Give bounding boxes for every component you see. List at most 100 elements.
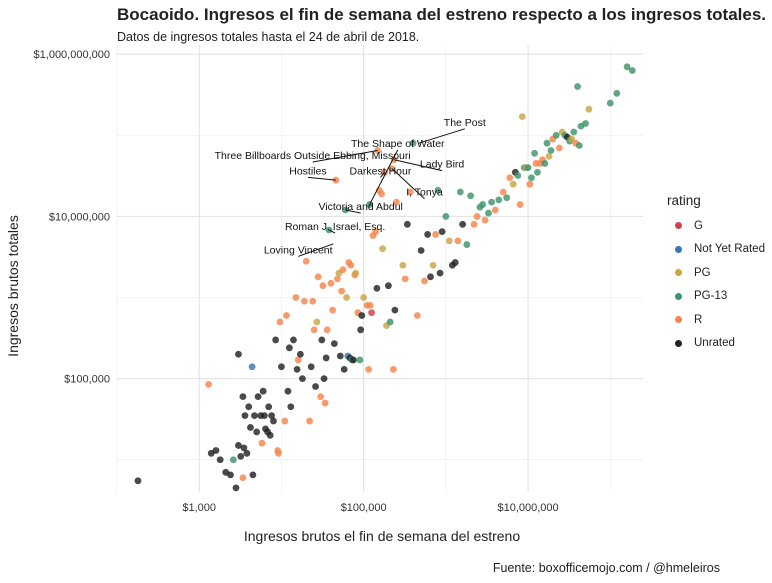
data-point <box>392 198 400 206</box>
data-point <box>378 190 385 198</box>
data-point <box>283 312 290 319</box>
data-point <box>456 188 464 196</box>
data-point <box>334 275 341 283</box>
y-tick-label: $1,000,000,000 <box>34 49 110 61</box>
annotation-leader <box>298 243 334 257</box>
data-point <box>485 209 492 217</box>
data-point <box>379 245 386 253</box>
axes: $1,000 $100,000 $10,000,000 $100,000 $10,000… <box>34 49 559 514</box>
data-point <box>503 194 511 202</box>
data-point <box>454 237 462 245</box>
data-point <box>473 213 481 220</box>
data-point <box>499 188 507 196</box>
data-point <box>467 192 475 200</box>
data-point <box>251 412 258 420</box>
legend-label: PG-13 <box>694 290 728 303</box>
annotation-leader <box>394 159 443 172</box>
data-point <box>317 393 325 401</box>
data-point <box>436 269 444 277</box>
data-point <box>575 142 583 149</box>
x-tick-label: $10,000,000 <box>497 502 558 514</box>
legend: rating G Not Yet Rated PG PG-13 R Unrated <box>667 193 765 355</box>
data-point <box>417 247 425 254</box>
data-point <box>470 220 478 228</box>
legend-swatch <box>675 245 682 253</box>
data-point <box>528 174 535 182</box>
data-point <box>340 365 348 373</box>
data-point <box>347 261 355 269</box>
data-point <box>545 152 553 160</box>
legend-title: rating <box>667 193 701 208</box>
data-point <box>258 439 266 447</box>
data-point <box>253 428 261 436</box>
data-point <box>582 120 589 127</box>
data-point <box>232 484 240 492</box>
data-point <box>352 269 360 277</box>
data-point <box>360 294 368 301</box>
legend-label: G <box>694 219 703 232</box>
data-point <box>336 352 344 360</box>
data-point <box>212 447 220 454</box>
data-point <box>459 220 467 228</box>
data-point <box>254 393 262 401</box>
data-point <box>268 412 276 420</box>
legend-label: R <box>694 313 703 326</box>
data-point <box>516 201 524 208</box>
annotation-label: Hostiles <box>289 165 326 177</box>
data-point <box>134 477 142 485</box>
legend-swatch <box>675 269 682 277</box>
annotation-label: The Shape of Water <box>351 138 445 150</box>
data-point <box>547 147 555 154</box>
legend-item: Not Yet Rated <box>667 238 765 262</box>
data-point <box>259 387 267 395</box>
data-point <box>555 144 563 152</box>
data-point <box>509 180 517 188</box>
data-point <box>327 279 335 287</box>
data-point <box>235 350 242 358</box>
data-point <box>386 318 394 326</box>
data-point <box>292 294 300 301</box>
data-point <box>332 176 340 184</box>
data-point <box>427 273 434 281</box>
data-point <box>365 365 373 373</box>
annotation-leader <box>345 209 361 214</box>
data-point <box>306 417 313 425</box>
annotation-label: Lady Bird <box>420 159 465 171</box>
data-point <box>307 363 315 371</box>
data-point <box>409 139 417 147</box>
data-point <box>330 340 338 348</box>
legend-label: Unrated <box>694 337 735 350</box>
data-point <box>531 149 538 157</box>
data-point <box>245 403 253 411</box>
data-point <box>389 365 397 373</box>
legend-items: G Not Yet Rated PG PG-13 R Unrated <box>667 214 765 355</box>
legend-item: Unrated <box>667 332 765 356</box>
data-point <box>438 228 446 236</box>
y-axis-label: Ingresos brutos totales <box>5 215 21 357</box>
data-point <box>314 273 322 281</box>
data-point <box>235 442 242 449</box>
data-point <box>413 312 421 319</box>
data-point <box>463 241 471 248</box>
data-point <box>606 99 614 107</box>
annotation-leader <box>328 229 336 234</box>
data-point <box>613 89 621 97</box>
data-point <box>313 318 321 326</box>
data-point <box>585 105 593 113</box>
data-point <box>278 363 285 371</box>
data-point <box>491 206 499 214</box>
annotation-leader <box>380 171 386 178</box>
legend-item: G <box>667 214 765 238</box>
legend-swatch <box>675 316 682 324</box>
data-point <box>329 306 337 314</box>
data-point <box>281 417 289 425</box>
data-point <box>432 231 439 238</box>
data-point <box>481 216 489 224</box>
data-point <box>290 336 297 344</box>
data-point <box>524 164 532 172</box>
data-point <box>434 186 442 194</box>
annotation-label: I, Tonya <box>406 187 443 199</box>
data-point <box>249 471 257 479</box>
data-point <box>429 261 437 269</box>
data-point <box>266 431 274 439</box>
